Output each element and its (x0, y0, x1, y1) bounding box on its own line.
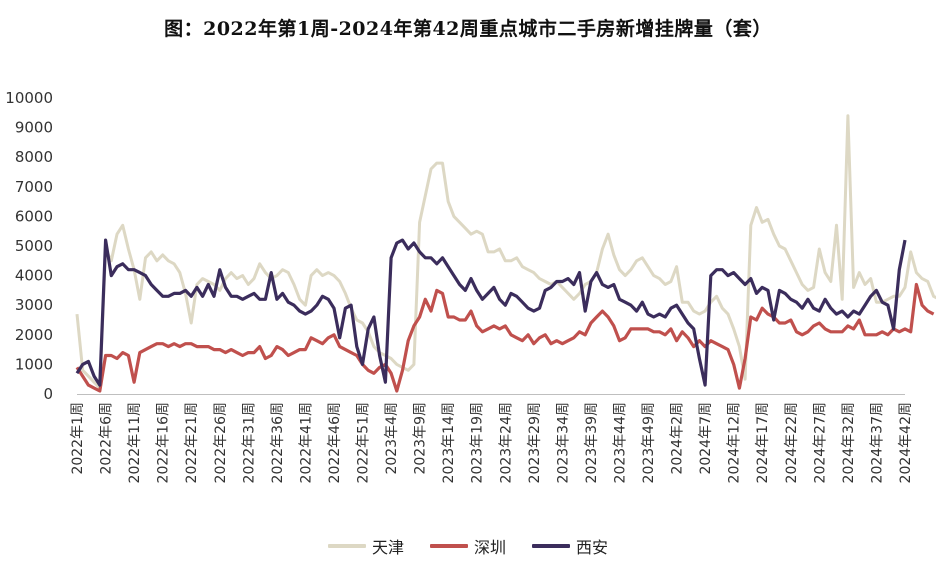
y-tick-label: 4000 (15, 267, 53, 285)
x-tick-label: 2024年22周 (784, 402, 800, 483)
x-tick-label: 2022年36周 (270, 402, 286, 483)
legend-swatch-tianjin (327, 544, 366, 548)
x-tick-label: 2022年16周 (156, 402, 172, 483)
x-tick-label: 2023年19周 (470, 402, 486, 483)
x-tick-label: 2023年29周 (527, 402, 543, 483)
legend-swatch-xian (532, 544, 570, 548)
x-tick-label: 2022年1周 (70, 402, 86, 475)
x-tick-label: 2024年7周 (698, 402, 714, 475)
y-axis: 0 1000 2000 3000 4000 5000 6000 7000 8000 9000 100… (5, 89, 53, 403)
legend-item-shenzhen[interactable]: 深圳 (429, 534, 506, 558)
legend-label-shenzhen: 深圳 (473, 538, 506, 557)
x-tick-label: 2022年11周 (127, 402, 143, 483)
x-tick-label: 2024年42周 (898, 402, 914, 483)
legend-label-xian: 西安 (576, 538, 609, 557)
x-tick-label: 2024年37周 (869, 402, 885, 483)
y-tick-label: 0 (43, 385, 53, 403)
y-tick-label: 2000 (15, 326, 53, 344)
x-tick-label: 2024年32周 (841, 402, 857, 483)
series-line-tianjin (75, 114, 936, 390)
x-tick-label: 2024年17周 (755, 402, 771, 483)
plot-area (75, 114, 936, 393)
y-tick-label: 5000 (15, 237, 53, 255)
chart-title: 图：2022年第1周-2024年第42周重点城市二手房新增挂牌量（套） (164, 18, 772, 40)
legend-swatch-shenzhen (429, 544, 468, 548)
y-tick-label: 10000 (5, 89, 53, 107)
y-tick-label: 8000 (15, 148, 53, 166)
y-tick-label: 1000 (15, 355, 53, 373)
series-line-shenzhen (75, 282, 935, 393)
x-tick-label: 2022年51周 (356, 402, 372, 483)
x-tick-label: 2022年46周 (327, 402, 343, 483)
y-tick-label: 6000 (15, 207, 53, 225)
legend-item-xian[interactable]: 西安 (532, 534, 608, 558)
y-tick-label: 7000 (15, 178, 53, 196)
x-tick-label: 2022年41周 (298, 402, 314, 483)
y-tick-label: 9000 (15, 119, 53, 137)
x-tick-label: 2022年26周 (213, 402, 229, 483)
x-tick-label: 2024年2周 (670, 402, 686, 475)
legend-item-tianjin[interactable]: 天津 (327, 534, 404, 558)
x-tick-label: 2023年34周 (555, 402, 571, 483)
x-tick-label: 2022年31周 (241, 402, 257, 483)
x-tick-label: 2023年14周 (441, 402, 457, 483)
x-tick-label: 2023年9周 (413, 402, 429, 475)
x-tick-label: 2023年24周 (498, 402, 514, 483)
legend-label-tianjin: 天津 (371, 538, 404, 557)
series-line-xian (75, 238, 907, 387)
x-tick-label: 2023年49周 (641, 402, 657, 483)
x-tick-label: 2023年4周 (384, 402, 400, 475)
x-tick-label: 2022年6周 (99, 402, 115, 475)
x-tick-label: 2022年21周 (184, 402, 200, 483)
y-tick-label: 3000 (15, 296, 53, 314)
x-tick-label: 2024年27周 (812, 402, 828, 483)
x-tick-label: 2023年44周 (612, 402, 628, 483)
x-tick-label: 2024年12周 (727, 402, 743, 483)
x-tick-label: 2023年39周 (584, 402, 600, 483)
x-axis: 2022年1周 2022年6周 2022年11周 2022年16周 2022年21周 20… (70, 394, 914, 483)
legend: 天津 深圳 西安 (0, 534, 936, 558)
